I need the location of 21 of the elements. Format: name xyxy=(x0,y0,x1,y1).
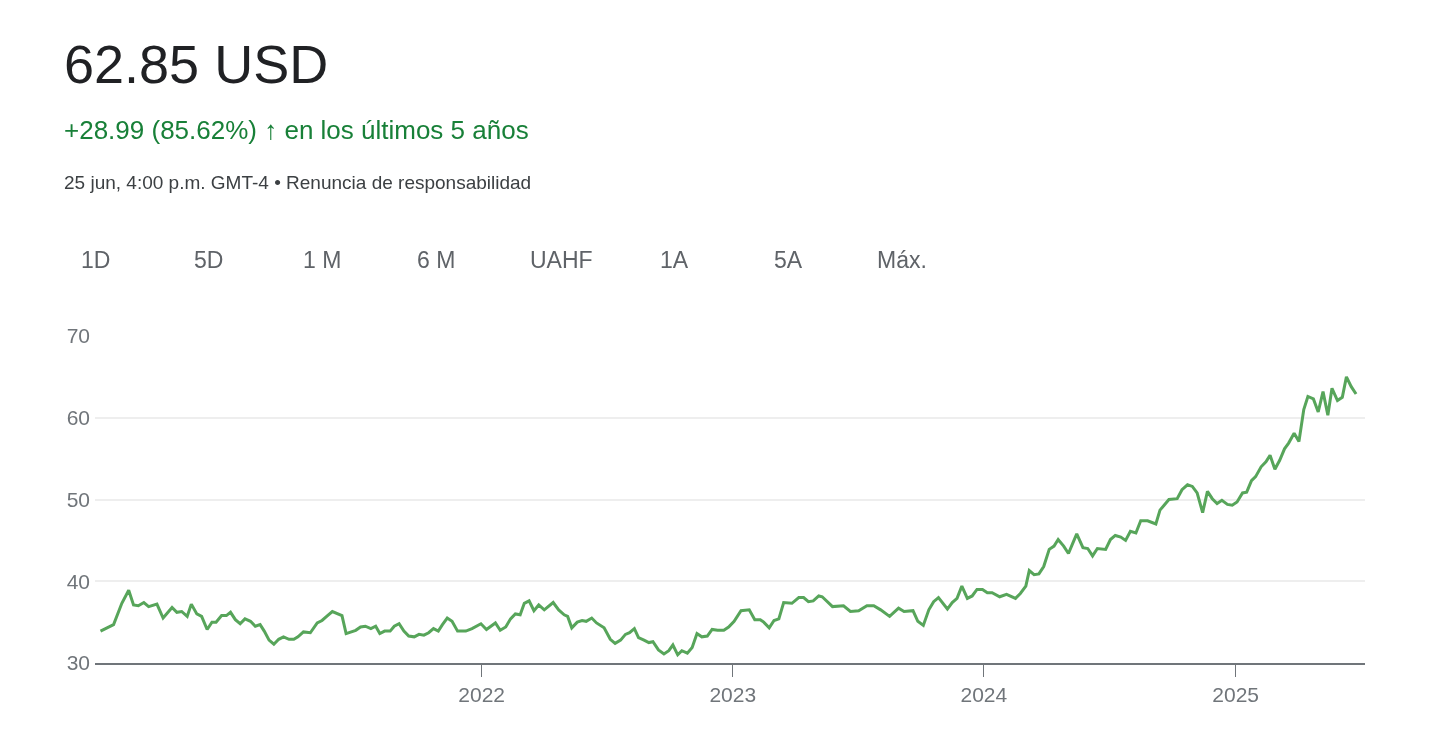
y-tick-label: 30 xyxy=(66,651,90,675)
line-series xyxy=(99,375,1358,657)
chart-title: 62.85 USD xyxy=(64,34,329,94)
x-tick-label: 2024 xyxy=(960,683,1008,707)
text: 6 M xyxy=(417,247,456,273)
y-tick-label: 50 xyxy=(66,487,90,511)
text: 1A xyxy=(660,247,689,273)
y-tick-label: 70 xyxy=(66,324,90,348)
text: 5A xyxy=(774,247,803,273)
x-tick-label: 2023 xyxy=(709,683,757,707)
x-tick-label: 2022 xyxy=(458,683,505,707)
y-tick-label: 40 xyxy=(66,569,90,593)
text: UAHF xyxy=(530,247,593,273)
text: 5D xyxy=(194,247,224,273)
text: Máx. xyxy=(877,247,927,273)
y-tick-label: 60 xyxy=(66,406,90,430)
chart-subtitle: +28.99 (85.62%) ↑ en los últimos 5 años xyxy=(64,115,529,145)
text: 25 jun, 4:00 p.m. GMT-4 • Renuncia de responsabilidad xyxy=(64,172,532,193)
text: 1 M xyxy=(303,247,342,273)
x-tick-label: 2025 xyxy=(1212,683,1260,707)
text: 1D xyxy=(81,247,111,273)
